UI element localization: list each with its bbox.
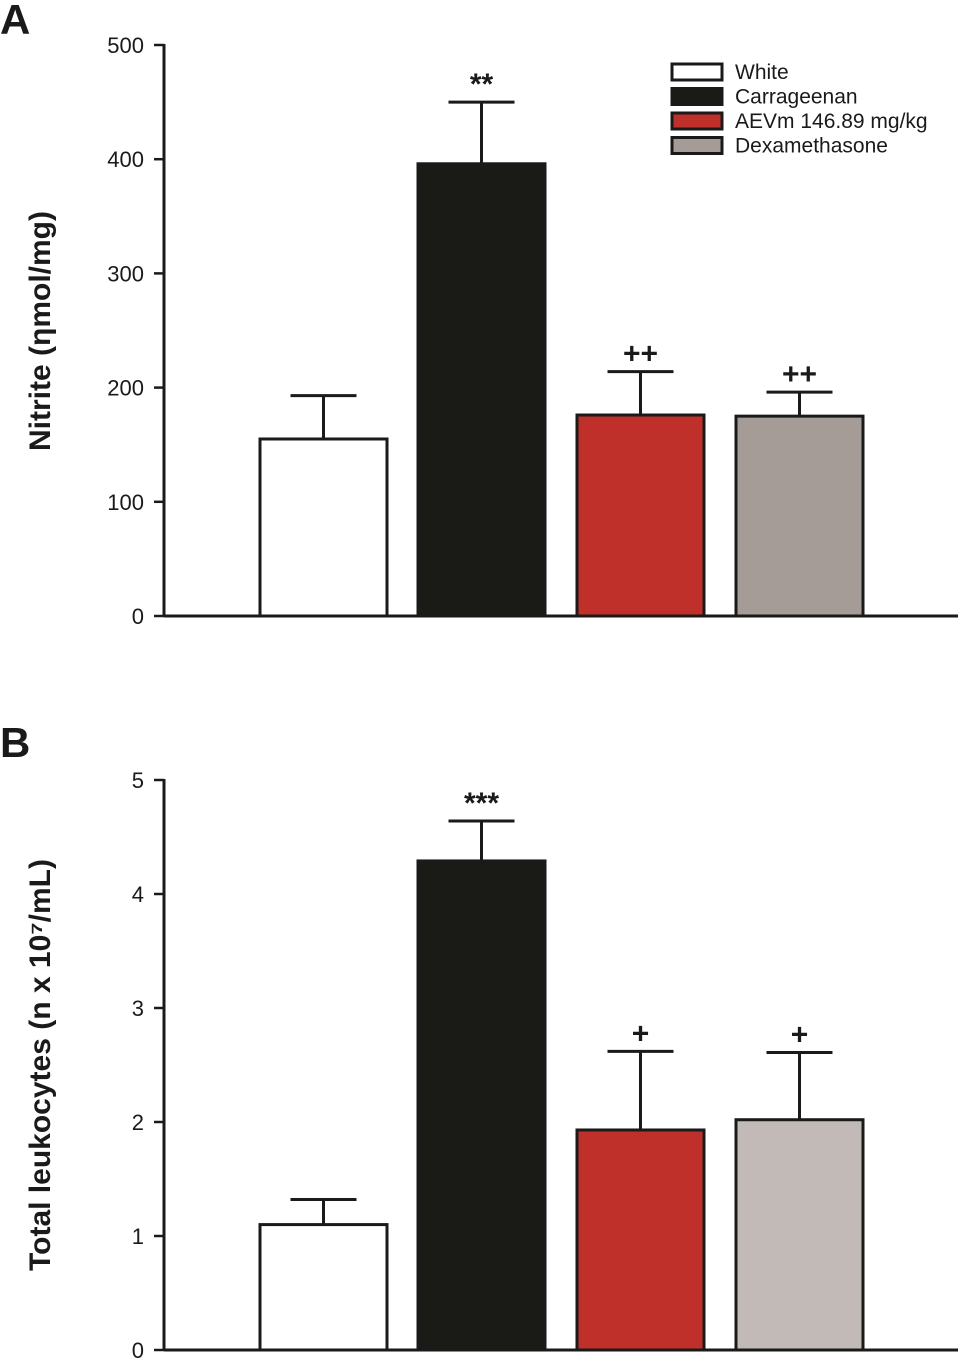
bar-carrageenan bbox=[416, 162, 547, 618]
y-axis-label: Nitrite (ηmol/mg) bbox=[24, 211, 57, 451]
y-tick-label: 5 bbox=[132, 768, 144, 793]
bar-dexamethasone bbox=[734, 1118, 865, 1352]
panel-b: B 0 1 2 3 4 5 Total leukocytes (n x 10⁷/mL) *** +… bbox=[0, 719, 958, 1361]
y-tick-label: 0 bbox=[132, 604, 144, 629]
y-tick-label: 4 bbox=[132, 882, 144, 907]
y-tick-label: 2 bbox=[132, 1110, 144, 1135]
legend-entry: Dexamethasone bbox=[735, 135, 888, 158]
bar-carrageenan bbox=[416, 859, 547, 1352]
significance-label: ++ bbox=[623, 338, 658, 371]
legend-entry: AEVm 146.89 mg/kg bbox=[735, 110, 928, 133]
bar-white bbox=[258, 437, 389, 618]
legend-entry: Carrageenan bbox=[735, 86, 858, 109]
legend-swatch bbox=[670, 111, 724, 131]
legend-swatch bbox=[670, 62, 724, 82]
significance-label: *** bbox=[464, 787, 499, 820]
y-tick-label: 0 bbox=[132, 1338, 144, 1361]
y-tick-label: 200 bbox=[107, 376, 144, 401]
y-tick-label: 500 bbox=[107, 33, 144, 58]
y-tick-label: 1 bbox=[132, 1224, 144, 1249]
panel-label: A bbox=[0, 0, 30, 43]
bar-dexamethasone bbox=[734, 414, 865, 618]
bar-aevm-146-89-mg-kg bbox=[575, 1128, 706, 1352]
y-tick-label: 400 bbox=[107, 147, 144, 172]
significance-label: + bbox=[791, 1018, 809, 1051]
significance-label: + bbox=[632, 1017, 650, 1050]
bar-white bbox=[258, 1223, 389, 1352]
significance-label: ++ bbox=[782, 358, 817, 391]
y-axis-label: Total leukocytes (n x 10⁷/mL) bbox=[24, 859, 57, 1271]
y-tick-label: 100 bbox=[107, 490, 144, 515]
y-tick-label: 3 bbox=[132, 996, 144, 1021]
panel-label: B bbox=[0, 719, 30, 766]
significance-label: ** bbox=[470, 68, 494, 101]
bar-aevm-146-89-mg-kg bbox=[575, 413, 706, 618]
y-tick-label: 300 bbox=[107, 261, 144, 286]
panel-a: A 0 100 200 300 400 500 Nitrite (ηmol/mg) ** ++ ++… bbox=[0, 0, 958, 629]
legend-swatch bbox=[670, 87, 724, 106]
legend-entry: White bbox=[735, 61, 789, 84]
legend-swatch bbox=[670, 136, 724, 155]
